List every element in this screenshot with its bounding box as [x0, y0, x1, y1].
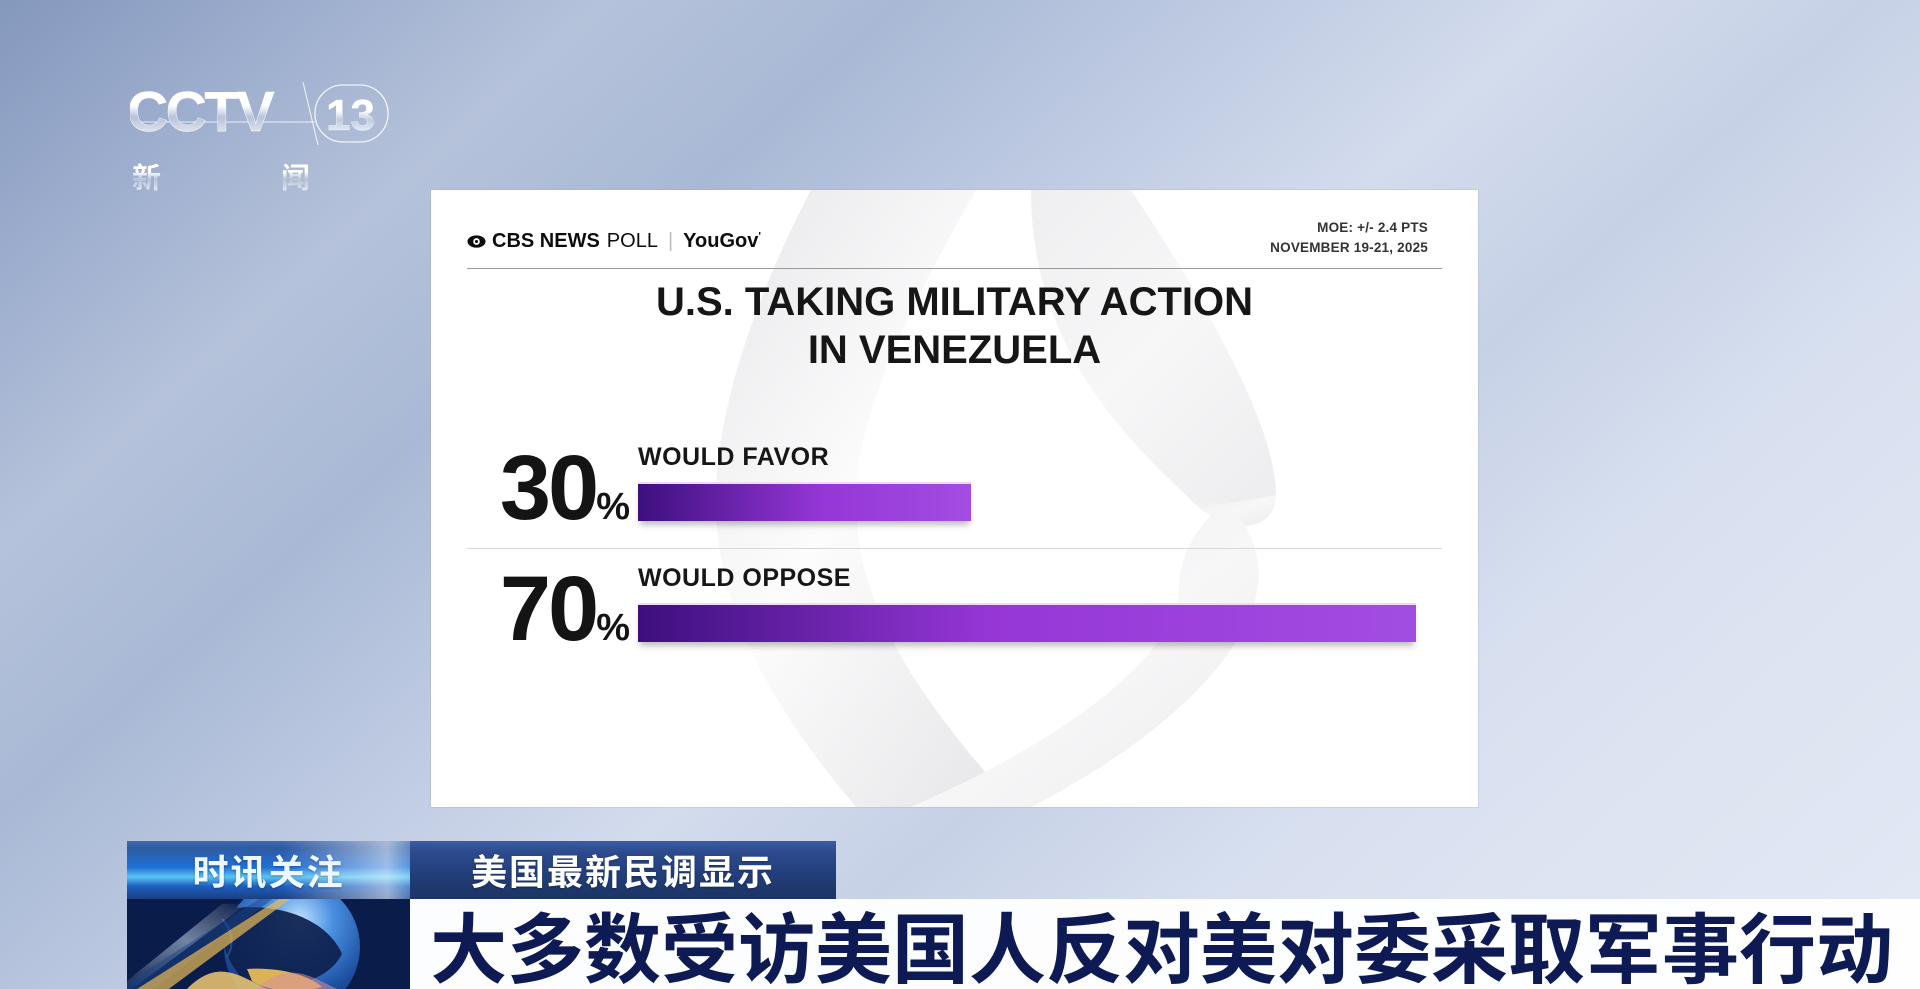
svg-text:13: 13 [326, 91, 375, 140]
svg-text:CCTV: CCTV [130, 82, 275, 144]
